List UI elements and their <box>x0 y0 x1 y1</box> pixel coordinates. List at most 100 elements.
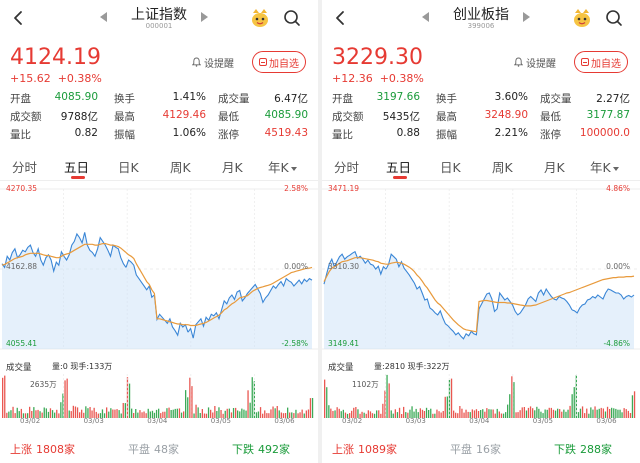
set-alert-button[interactable]: 设提醒 <box>192 52 234 72</box>
volume-bar <box>280 412 282 418</box>
volume-bar <box>550 407 552 418</box>
tab-5[interactable]: 年K <box>268 157 297 176</box>
set-alert-button[interactable]: 设提醒 <box>514 52 556 72</box>
volume-bar <box>110 408 112 418</box>
add-watchlist-button[interactable]: 加自选 <box>252 51 306 73</box>
volume-bar <box>297 413 299 418</box>
volume-bar <box>147 408 149 418</box>
axis-mid-right: 0.00% <box>606 262 630 271</box>
change-abs: +12.36 <box>332 72 373 85</box>
volume-bar <box>525 410 528 418</box>
volume-bar <box>457 413 459 418</box>
next-index-icon[interactable] <box>200 12 208 22</box>
volume-chart[interactable] <box>0 374 318 418</box>
tab-0[interactable]: 分时 <box>334 157 359 176</box>
volume-bar <box>249 402 251 418</box>
average-line <box>509 290 573 307</box>
volume-bar <box>471 409 473 418</box>
stat-label: 量比 <box>332 129 353 141</box>
average-line <box>571 275 635 293</box>
price-line <box>63 232 127 268</box>
stat-label: 开盘 <box>10 93 31 105</box>
volume-bar <box>29 406 31 418</box>
tab-1[interactable]: 五日 <box>386 157 411 176</box>
volume-bar <box>185 390 187 418</box>
tab-2[interactable]: 日K <box>440 157 461 176</box>
volume-bar <box>430 408 432 418</box>
axis-mid-right: 0.00% <box>284 262 308 271</box>
volume-bar <box>554 410 557 418</box>
stat-value: 3.60% <box>494 91 528 103</box>
volume-bar <box>39 411 41 418</box>
volume-bar <box>60 402 62 418</box>
mascot-icon[interactable] <box>250 8 270 28</box>
five-day-price-chart[interactable] <box>0 183 318 355</box>
volume-bar <box>557 408 559 418</box>
volume-bar <box>64 380 66 418</box>
volume-bar <box>31 411 33 418</box>
volume-bar <box>561 411 563 418</box>
stat-item: 量比 0.88 <box>332 127 420 142</box>
tab-1[interactable]: 五日 <box>64 157 89 176</box>
prev-index-icon[interactable] <box>100 12 108 22</box>
back-arrow-icon[interactable] <box>332 9 350 27</box>
volume-bar <box>166 408 168 418</box>
chevron-down-icon <box>290 166 297 171</box>
tab-4[interactable]: 月K <box>222 157 243 176</box>
volume-bar <box>207 407 210 418</box>
tab-3[interactable]: 周K <box>492 157 513 176</box>
add-watchlist-button[interactable]: 加自选 <box>574 51 628 73</box>
header-bar: 创业板指 399006 <box>322 0 640 38</box>
volume-bar <box>178 408 181 418</box>
add-watchlist-label: 加自选 <box>591 58 621 70</box>
tab-4[interactable]: 月K <box>544 157 565 176</box>
mascot-icon[interactable] <box>572 8 592 28</box>
active-tab-indicator <box>71 176 85 179</box>
tab-0[interactable]: 分时 <box>12 157 37 176</box>
tab-label: 五日 <box>386 160 412 175</box>
volume-bar <box>611 407 613 418</box>
volume-bar <box>440 412 442 418</box>
stat-value: 3177.87 <box>586 109 630 121</box>
volume-bar <box>598 408 600 418</box>
volume-bar <box>309 398 312 418</box>
volume-bar <box>442 411 444 418</box>
volume-bar <box>509 394 511 418</box>
volume-chart[interactable] <box>322 374 640 418</box>
volume-bar <box>128 383 131 418</box>
volume-bar <box>293 413 295 418</box>
volume-bar <box>581 406 584 418</box>
volume-bar <box>423 411 426 418</box>
tab-3[interactable]: 周K <box>170 157 191 176</box>
search-icon[interactable] <box>283 9 301 27</box>
volume-bar <box>74 406 77 418</box>
volume-bar <box>363 412 365 418</box>
volume-bar <box>203 413 206 418</box>
volume-bar <box>434 413 436 418</box>
volume-bar <box>463 412 465 418</box>
volume-bar <box>124 403 126 418</box>
search-icon[interactable] <box>605 9 623 27</box>
stat-label: 换手 <box>436 93 457 105</box>
volume-bar <box>388 383 390 418</box>
volume-bar <box>141 412 143 418</box>
five-day-price-chart[interactable] <box>322 183 640 355</box>
change-pct: +0.38% <box>379 72 424 85</box>
volume-bar <box>33 407 35 418</box>
next-index-icon[interactable] <box>522 12 530 22</box>
prev-index-icon[interactable] <box>422 12 430 22</box>
volume-bar <box>22 413 25 418</box>
tab-5[interactable]: 年K <box>590 157 619 176</box>
tab-2[interactable]: 日K <box>118 157 139 176</box>
date-label: 03/02 <box>342 417 363 425</box>
volume-bar <box>137 412 139 418</box>
volume-bar <box>361 411 363 418</box>
price-line <box>385 253 449 327</box>
axis-mid-left: 4162.88 <box>6 262 38 271</box>
axis-bottom-left: 3149.41 <box>328 339 360 348</box>
volume-bar <box>529 406 532 418</box>
unchanged: 平盘 16家 <box>450 443 501 456</box>
volume-bar <box>577 412 580 418</box>
back-arrow-icon[interactable] <box>10 9 28 27</box>
tab-label: 月K <box>544 160 565 175</box>
